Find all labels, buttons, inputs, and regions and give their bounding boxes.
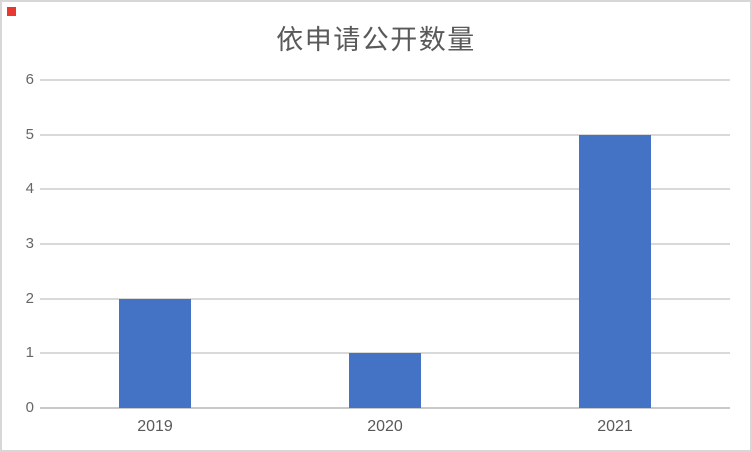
x-axis-line [40,407,730,409]
chart-title: 依申请公开数量 [276,25,476,55]
red-marker [7,7,16,16]
gridline-y-3 [40,243,730,245]
y-tick-label-5: 5 [25,125,34,143]
gridline-y-6 [40,79,730,81]
plot-area [40,79,730,409]
x-tick-label-2020: 2020 [367,418,403,435]
x-tick-label-2021: 2021 [597,418,633,435]
y-tick-label-0: 0 [25,399,34,416]
bar-2020 [349,353,421,408]
bar-2021 [579,134,651,408]
y-tick-label-4: 4 [25,180,34,198]
y-tick-label-3: 3 [25,235,34,252]
bar-2019 [119,298,191,408]
gridline-y-2 [40,297,730,300]
gridline-y-4 [40,188,730,191]
y-tick-label-6: 6 [25,71,34,88]
gridline-y-5 [40,133,730,136]
y-tick-label-1: 1 [25,344,34,362]
x-tick-label-2019: 2019 [137,418,173,435]
y-tick-label-2: 2 [25,289,34,307]
